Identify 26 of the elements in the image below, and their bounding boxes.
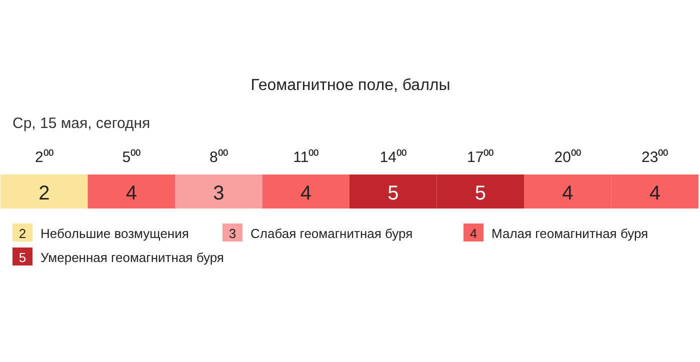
data-label: 5	[474, 182, 486, 204]
text: 5	[18, 250, 26, 265]
data-label: 3	[213, 182, 224, 204]
data-label: 4	[562, 182, 574, 204]
x-tick-label: 14⁰⁰	[380, 149, 406, 166]
text: Умеренная геомагнитная буря	[40, 250, 224, 265]
text: 2	[18, 226, 26, 241]
text: 3	[228, 226, 236, 241]
data-label: 2	[38, 182, 50, 204]
x-tick-label: 17⁰⁰	[467, 149, 494, 166]
x-tick-label: 5⁰⁰	[122, 149, 141, 166]
data-label: 4	[649, 182, 660, 204]
x-tick-label: 11⁰⁰	[293, 149, 319, 166]
text: Слабая геомагнитная буря	[250, 226, 413, 241]
x-tick-label: 8⁰⁰	[209, 149, 228, 166]
data-label: 4	[300, 182, 312, 204]
text: Небольшие возмущения	[40, 226, 189, 241]
x-tick-label: 23⁰⁰	[642, 149, 668, 166]
data-label: 5	[388, 182, 399, 204]
x-tick-label: 20⁰⁰	[554, 149, 581, 166]
x-tick-label: 2⁰⁰	[34, 149, 54, 166]
chart-subtitle: Ср, 15 мая, сегодня	[12, 115, 150, 132]
data-label: 4	[126, 182, 137, 204]
text: Малая геомагнитная буря	[492, 226, 648, 241]
chart-title: Геомагнитное поле, баллы	[250, 77, 450, 94]
text: 4	[470, 226, 478, 241]
